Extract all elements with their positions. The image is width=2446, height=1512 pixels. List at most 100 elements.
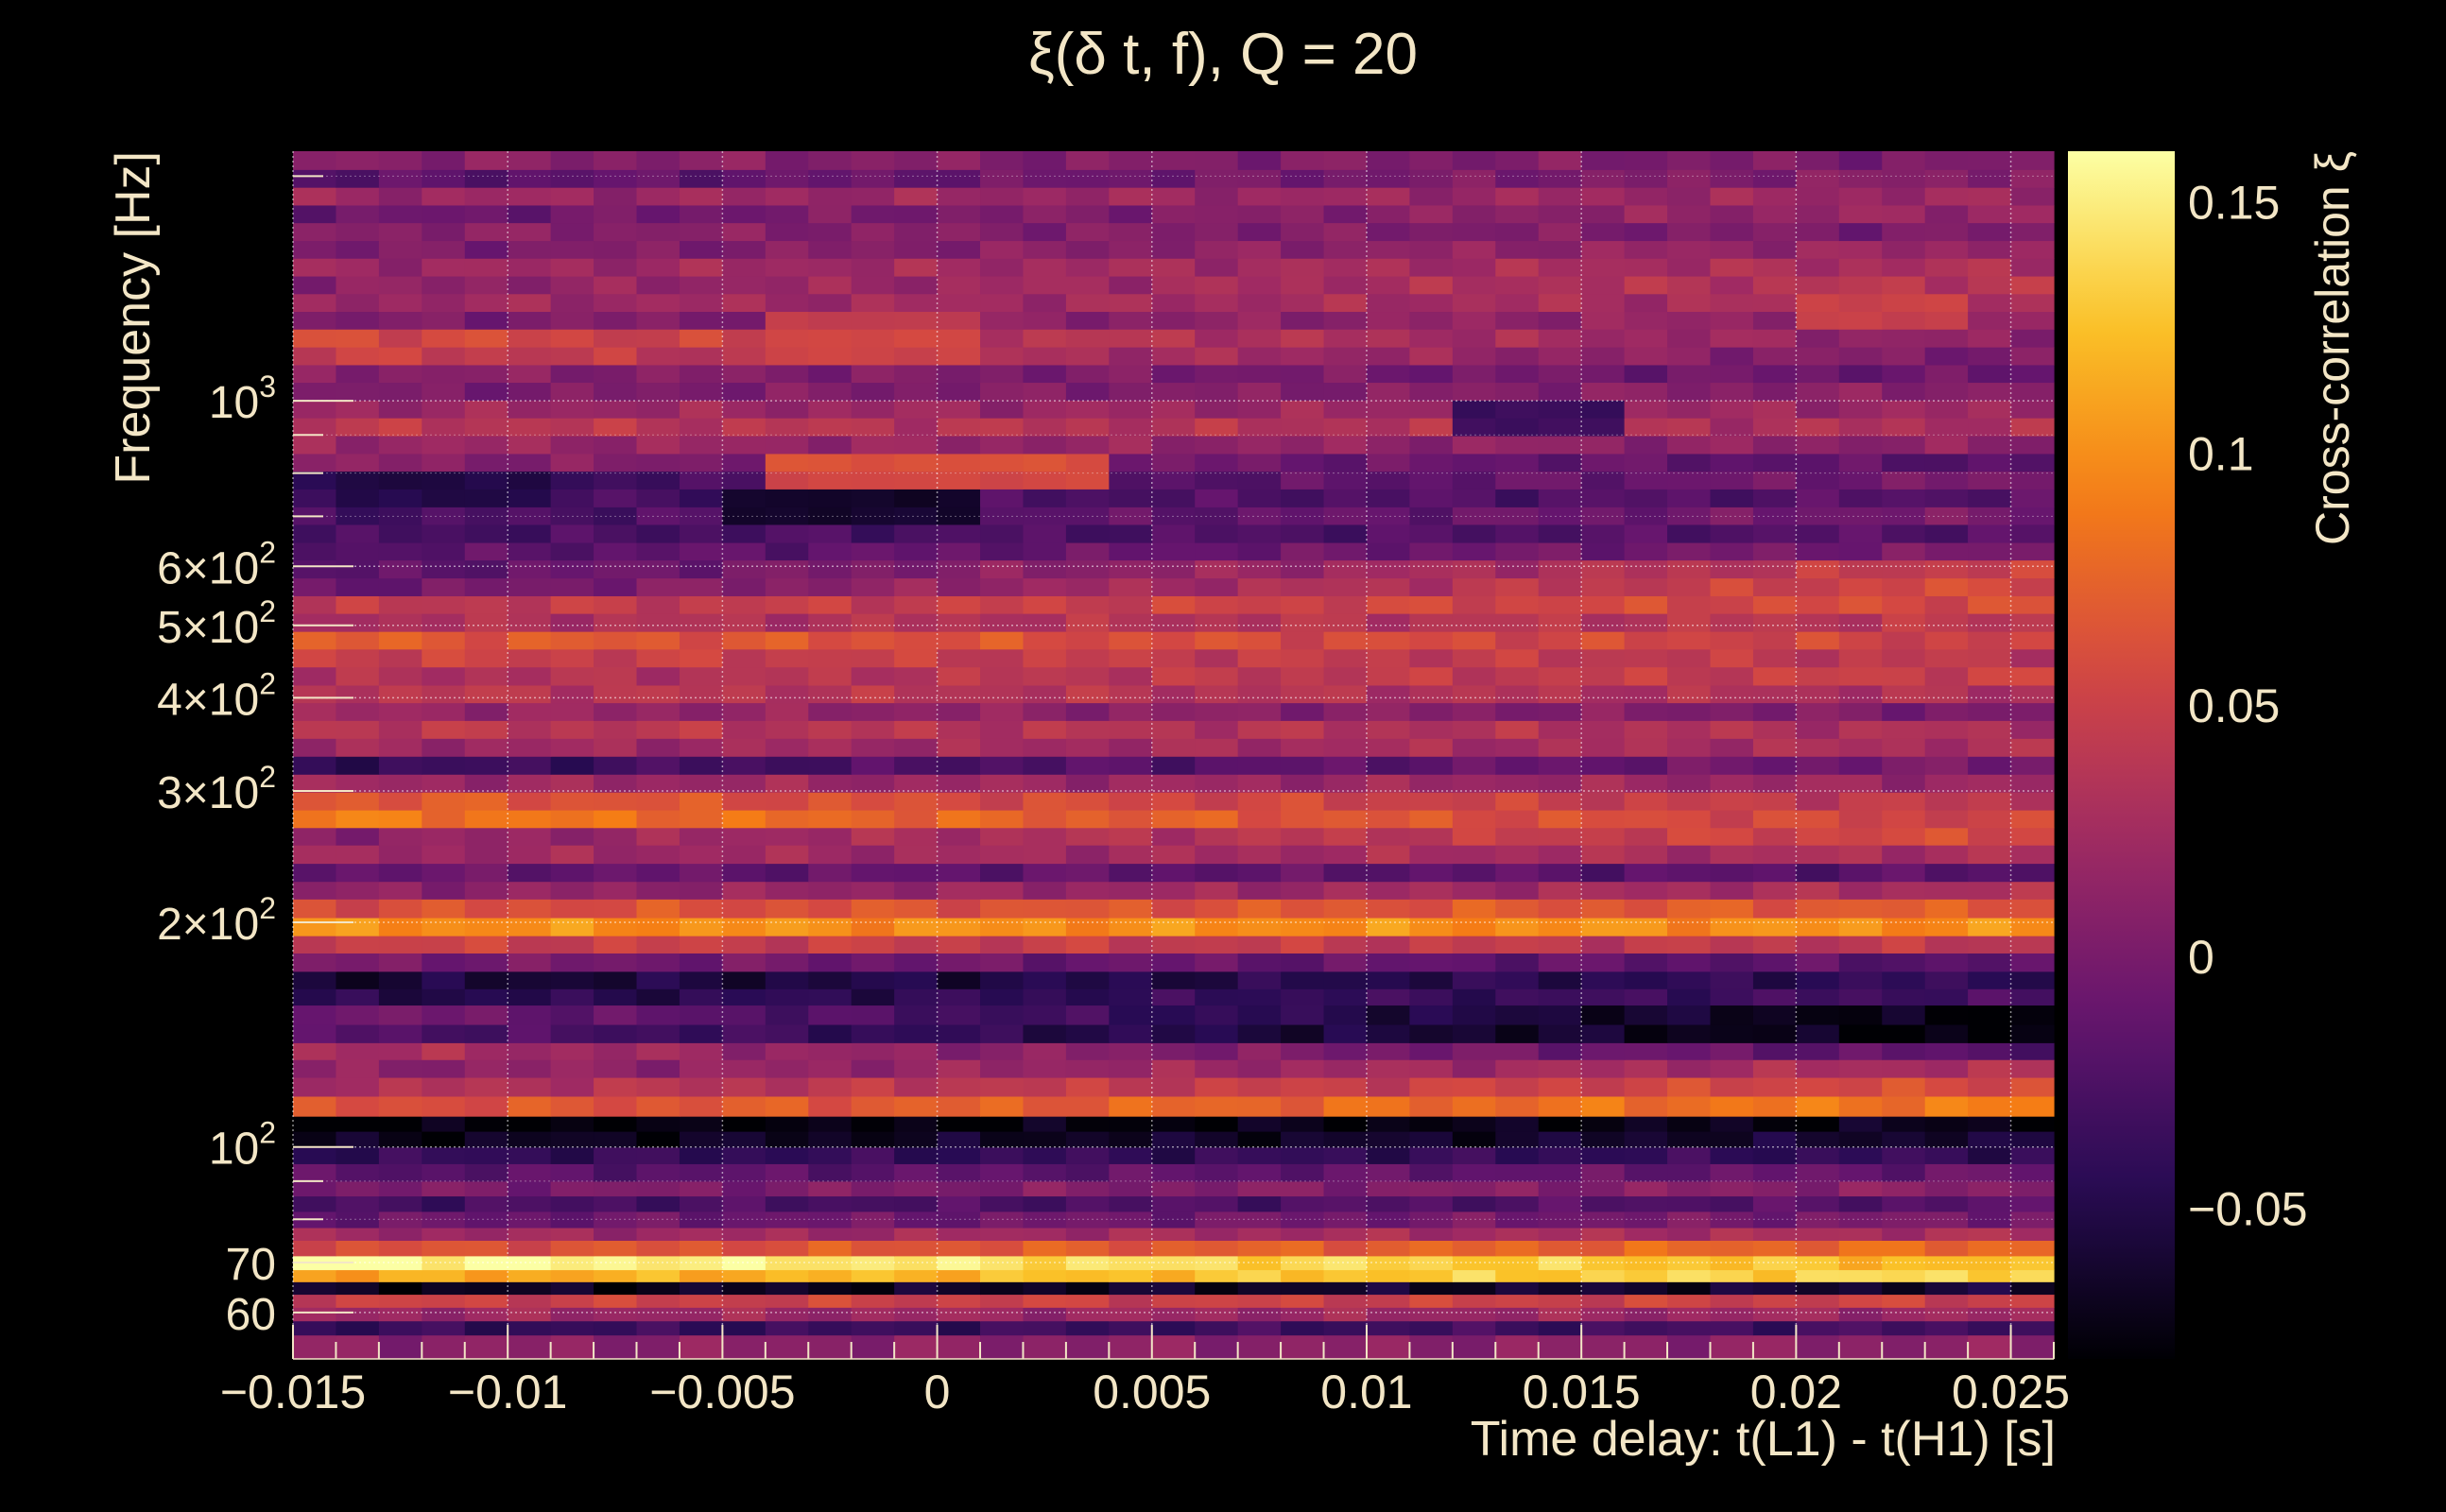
heatmap-cells bbox=[293, 151, 2055, 1360]
heatmap-cell bbox=[1065, 204, 1110, 224]
heatmap-cell bbox=[594, 435, 638, 455]
heatmap-cell bbox=[336, 453, 380, 472]
heatmap-cell bbox=[636, 1042, 680, 1060]
heatmap-cell bbox=[1195, 953, 1239, 972]
heatmap-cell bbox=[1281, 311, 1325, 330]
heatmap-cell bbox=[1366, 631, 1411, 650]
heatmap-cell bbox=[636, 559, 680, 579]
heatmap-cell bbox=[980, 595, 1025, 614]
heatmap-cell bbox=[422, 809, 466, 829]
heatmap-cell bbox=[1624, 240, 1668, 259]
heatmap-cell bbox=[293, 936, 337, 954]
heatmap-cell bbox=[378, 418, 422, 437]
heatmap-cell bbox=[422, 1023, 466, 1043]
heatmap-cell bbox=[722, 418, 767, 437]
heatmap-cell bbox=[1667, 666, 1712, 686]
heatmap-cell bbox=[937, 720, 981, 739]
heatmap-cell bbox=[765, 988, 809, 1006]
heatmap-cell bbox=[1065, 347, 1110, 366]
heatmap-cell bbox=[636, 971, 680, 989]
heatmap-cell bbox=[1151, 684, 1196, 704]
heatmap-cell bbox=[894, 809, 939, 829]
heatmap-cell bbox=[1281, 240, 1325, 259]
heatmap-cell bbox=[1796, 435, 1840, 455]
heatmap-cell bbox=[378, 275, 422, 295]
heatmap-cell bbox=[1581, 1195, 1626, 1212]
heatmap-cell bbox=[1624, 169, 1668, 188]
heatmap-cell bbox=[1065, 293, 1110, 313]
heatmap-cell bbox=[1796, 1211, 1840, 1228]
heatmap-cell bbox=[1667, 1211, 1712, 1228]
heatmap-cell bbox=[1151, 936, 1196, 954]
heatmap-cell bbox=[1409, 827, 1454, 846]
heatmap-cell bbox=[1237, 435, 1282, 455]
heatmap-cell bbox=[2010, 471, 2055, 490]
heatmap-cell bbox=[1023, 347, 1067, 366]
heatmap-cell bbox=[851, 1334, 895, 1360]
heatmap-cell bbox=[636, 1163, 680, 1182]
heatmap-cell bbox=[808, 169, 853, 188]
heatmap-cell bbox=[1538, 275, 1582, 295]
heatmap-cell bbox=[550, 435, 594, 455]
heatmap-cell bbox=[894, 792, 939, 811]
heatmap-cell bbox=[1409, 845, 1454, 865]
heatmap-cell bbox=[851, 258, 895, 277]
heatmap-cell bbox=[1710, 1042, 1754, 1060]
heatmap-cell bbox=[508, 953, 552, 972]
heatmap-cell bbox=[2010, 792, 2055, 811]
heatmap-cell bbox=[550, 204, 594, 224]
heatmap-cell bbox=[1624, 435, 1668, 455]
heatmap-cell bbox=[336, 329, 380, 348]
heatmap-cell bbox=[980, 1095, 1025, 1117]
heatmap-cell bbox=[508, 845, 552, 865]
heatmap-cell bbox=[1538, 1269, 1582, 1282]
heatmap-cell bbox=[378, 792, 422, 811]
heatmap-cell bbox=[1366, 845, 1411, 865]
heatmap-cell bbox=[765, 169, 809, 188]
heatmap-cell bbox=[1409, 559, 1454, 579]
heatmap-cell bbox=[1237, 1269, 1282, 1282]
heatmap-cell bbox=[508, 541, 552, 561]
heatmap-cell bbox=[336, 1163, 380, 1182]
heatmap-cell bbox=[2010, 382, 2055, 402]
heatmap-cell bbox=[1796, 809, 1840, 829]
heatmap-cell bbox=[1968, 240, 2012, 259]
heatmap-cell bbox=[679, 1023, 723, 1043]
heatmap-cell bbox=[550, 1023, 594, 1043]
heatmap-cell bbox=[464, 936, 508, 954]
heatmap-cell bbox=[636, 1076, 680, 1097]
heatmap-cell bbox=[1151, 953, 1196, 972]
heatmap-cell bbox=[1667, 169, 1712, 188]
heatmap-cell bbox=[722, 774, 767, 793]
heatmap-cell bbox=[1452, 971, 1496, 989]
heatmap-cell bbox=[1796, 1255, 1840, 1271]
heatmap-cell bbox=[894, 720, 939, 739]
heatmap-cell bbox=[851, 435, 895, 455]
heatmap-cell bbox=[1538, 953, 1582, 972]
heatmap-cell bbox=[422, 1334, 466, 1360]
heatmap-cell bbox=[851, 293, 895, 313]
heatmap-cell bbox=[1109, 364, 1153, 384]
heatmap-cell bbox=[894, 400, 939, 419]
heatmap-cell bbox=[1882, 684, 1926, 704]
heatmap-cell bbox=[980, 988, 1025, 1006]
heatmap-cell bbox=[594, 1195, 638, 1212]
heatmap-cell bbox=[1109, 720, 1153, 739]
heatmap-cell bbox=[1409, 595, 1454, 614]
heatmap-cell bbox=[293, 792, 337, 811]
heatmap-cell bbox=[1151, 756, 1196, 775]
heatmap-cell bbox=[1109, 1307, 1153, 1322]
heatmap-cell bbox=[594, 684, 638, 704]
heatmap-cell bbox=[722, 489, 767, 507]
heatmap-cell bbox=[937, 577, 981, 596]
heatmap-cell bbox=[378, 827, 422, 846]
heatmap-cell bbox=[1065, 151, 1110, 170]
heatmap-cell bbox=[1109, 453, 1153, 472]
heatmap-cell bbox=[808, 613, 853, 632]
heatmap-cell bbox=[636, 471, 680, 490]
heatmap-cell bbox=[1924, 258, 1969, 277]
heatmap-cell bbox=[1109, 1195, 1153, 1212]
heatmap-cell bbox=[1323, 453, 1368, 472]
heatmap-cell bbox=[1109, 1146, 1153, 1164]
heatmap-cell bbox=[1023, 1227, 1067, 1241]
